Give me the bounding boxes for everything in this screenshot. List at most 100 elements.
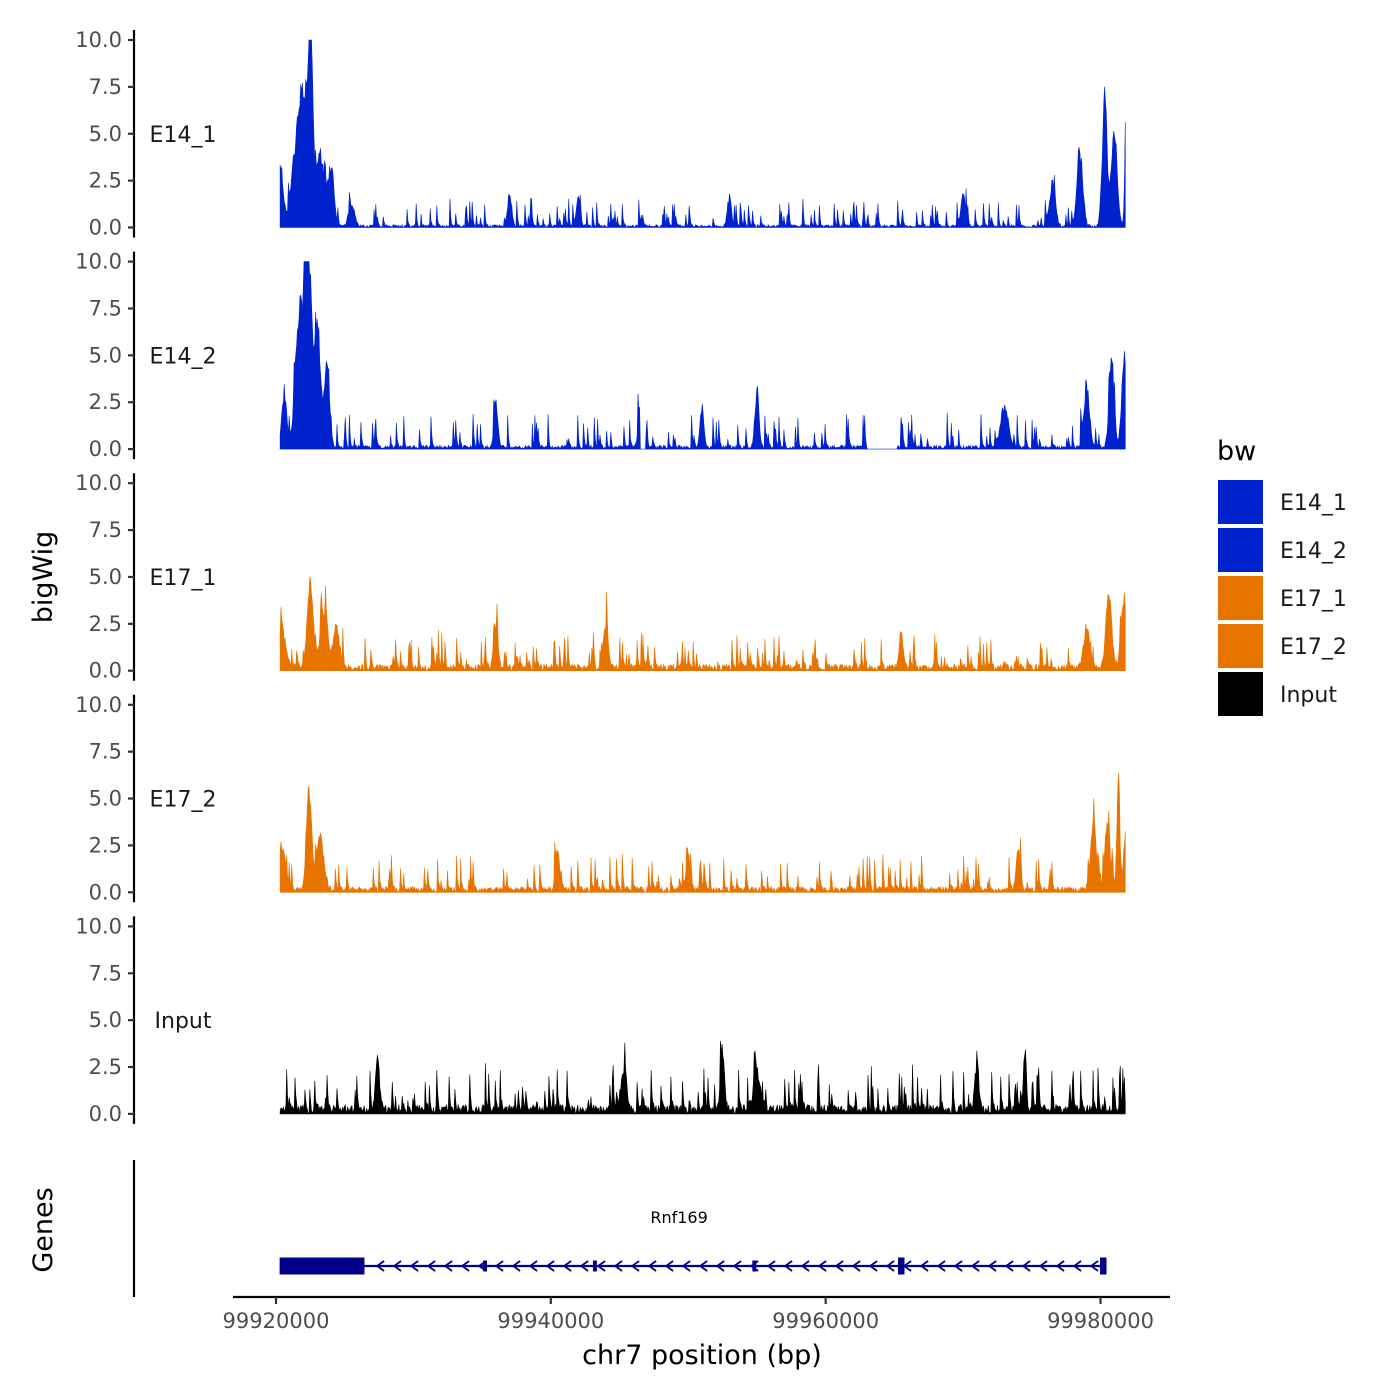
x-axis: 99920000 99940000 99960000 99980000 (223, 1295, 1170, 1333)
y-tick-label: 5.0 (89, 787, 122, 811)
strand-arrow-icon (817, 1260, 827, 1272)
y-axis-title-genes: Genes (28, 1187, 59, 1272)
track-label: Input (155, 1009, 212, 1034)
strand-arrow-icon (1089, 1260, 1099, 1272)
gene-exon (483, 1260, 488, 1272)
legend-entry-E17_2: E17_2 (1218, 624, 1347, 668)
strand-arrow-icon (885, 1260, 895, 1272)
y-tick-label: 7.5 (89, 961, 122, 985)
strand-arrow-icon (630, 1260, 640, 1272)
y-tick-label: 5.0 (89, 565, 122, 589)
tracks-layer: 0.0 2.5 5.0 7.5 10.0 E14_1 0.0 2.5 5.0 7.5 10.0 E14… (75, 28, 1126, 1126)
track-Input: 0.0 2.5 5.0 7.5 10.0 Input (75, 914, 1126, 1126)
strand-arrow-icon (1004, 1260, 1014, 1272)
y-tick-label: 0.0 (89, 1102, 122, 1126)
strand-arrow-icon (511, 1260, 521, 1272)
y-tick-label: 10.0 (75, 693, 122, 717)
strand-arrow-icon (443, 1260, 453, 1272)
y-tick-label: 5.0 (89, 1008, 122, 1032)
strand-arrow-icon (528, 1260, 538, 1272)
gene-exon (592, 1260, 597, 1272)
strand-arrow-icon (1038, 1260, 1048, 1272)
y-tick-label: 10.0 (75, 914, 122, 938)
strand-arrow-icon (579, 1260, 589, 1272)
track-E14_2: 0.0 2.5 5.0 7.5 10.0 E14_2 (75, 250, 1126, 461)
gene-exon (1100, 1257, 1107, 1275)
y-tick-label: 0.0 (89, 659, 122, 683)
track-label: E17_2 (150, 788, 217, 813)
y-tick-label: 0.0 (89, 880, 122, 904)
legend: bw E14_1 E14_2 E17_1 E17_2 Input (1217, 436, 1347, 716)
strand-arrow-icon (1021, 1260, 1031, 1272)
strand-arrow-icon (783, 1260, 793, 1272)
signal-area-E14_1 (279, 39, 1126, 229)
strand-arrow-icon (987, 1260, 997, 1272)
legend-label: E17_1 (1280, 587, 1347, 612)
strand-arrow-icon (834, 1260, 844, 1272)
strand-arrow-icon (953, 1260, 963, 1272)
strand-arrow-icon (1072, 1260, 1082, 1272)
strand-arrow-icon (681, 1260, 691, 1272)
strand-arrow-icon (375, 1260, 385, 1272)
gene-exon (898, 1257, 905, 1275)
y-tick-label: 7.5 (89, 75, 122, 99)
strand-arrow-icon (647, 1260, 657, 1272)
y-tick-label: 2.5 (89, 612, 122, 636)
track-label: E14_2 (150, 344, 217, 369)
strand-arrow-icon (970, 1260, 980, 1272)
strand-arrow-icon (868, 1260, 878, 1272)
strand-arrow-icon (460, 1260, 470, 1272)
strand-arrow-icon (664, 1260, 674, 1272)
y-tick-label: 7.5 (89, 518, 122, 542)
y-tick-label: 10.0 (75, 28, 122, 52)
track-label: E17_1 (150, 566, 217, 591)
x-tick-label: 99920000 (223, 1309, 330, 1333)
strand-arrow-icon (562, 1260, 572, 1272)
track-E17_1: 0.0 2.5 5.0 7.5 10.0 E17_1 (75, 471, 1126, 683)
signal-area-E14_2 (279, 261, 1126, 451)
legend-label: Input (1280, 683, 1337, 708)
gene-exon (752, 1260, 757, 1272)
legend-entries: E14_1 E14_2 E17_1 E17_2 Input (1218, 480, 1347, 716)
y-axis-title-bigwig: bigWig (28, 531, 59, 624)
x-tick-label: 99940000 (497, 1309, 604, 1333)
strand-arrow-icon (732, 1260, 742, 1272)
strand-arrow-icon (936, 1260, 946, 1272)
x-tick-label: 99960000 (772, 1309, 879, 1333)
y-tick-label: 2.5 (89, 1055, 122, 1079)
strand-arrow-icon (545, 1260, 555, 1272)
strand-arrow-icon (392, 1260, 402, 1272)
legend-label: E17_2 (1280, 635, 1347, 660)
gene-track-layer: Rnf169 (132, 1160, 1107, 1297)
signal-area-E17_2 (279, 772, 1126, 894)
strand-arrow-icon (494, 1260, 504, 1272)
x-axis-title: chr7 position (bp) (582, 1340, 822, 1371)
track-label: E14_1 (150, 123, 217, 148)
strand-arrow-icon (1055, 1260, 1065, 1272)
legend-label: E14_1 (1280, 491, 1347, 516)
legend-swatch (1218, 480, 1263, 524)
strand-arrow-icon (613, 1260, 623, 1272)
strand-arrow-icon (698, 1260, 708, 1272)
strand-arrow-icon (426, 1260, 436, 1272)
y-tick-label: 0.0 (89, 437, 122, 461)
y-tick-label: 7.5 (89, 740, 122, 764)
legend-entry-E14_1: E14_1 (1218, 480, 1347, 524)
gene-exon (279, 1257, 365, 1275)
x-tick-label: 99980000 (1047, 1309, 1154, 1333)
legend-entry-E14_2: E14_2 (1218, 528, 1347, 572)
strand-arrow-icon (800, 1260, 810, 1272)
y-tick-label: 10.0 (75, 471, 122, 495)
legend-swatch (1218, 624, 1263, 668)
strand-arrow-icon (851, 1260, 861, 1272)
strand-arrow-icon (409, 1260, 419, 1272)
strand-arrow-icon (596, 1260, 606, 1272)
strand-arrow-icon (919, 1260, 929, 1272)
legend-title: bw (1217, 436, 1256, 467)
legend-swatch (1218, 528, 1263, 572)
signal-area-Input (279, 1040, 1126, 1115)
strand-arrow-icon (766, 1260, 776, 1272)
y-tick-label: 7.5 (89, 296, 122, 320)
legend-swatch (1218, 672, 1263, 716)
